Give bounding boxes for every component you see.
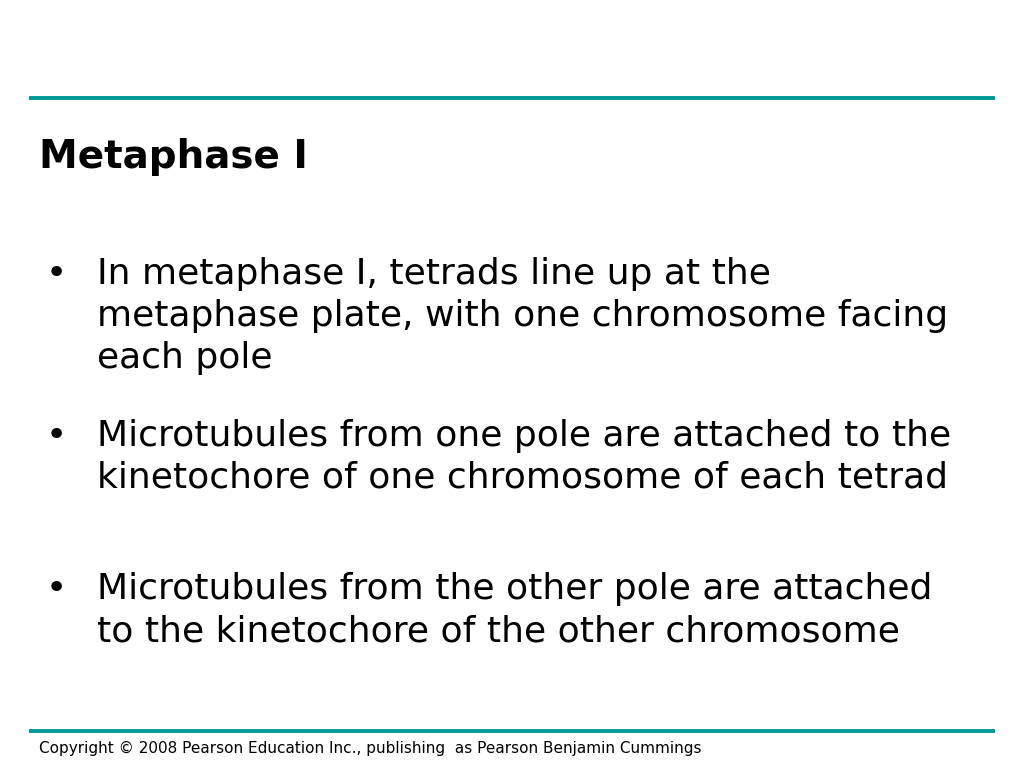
- Text: Microtubules from the other pole are attached
to the kinetochore of the other ch: Microtubules from the other pole are att…: [97, 572, 933, 648]
- Text: In metaphase I, tetrads line up at the
metaphase plate, with one chromosome faci: In metaphase I, tetrads line up at the m…: [97, 257, 948, 376]
- Text: Copyright © 2008 Pearson Education Inc., publishing  as Pearson Benjamin Cumming: Copyright © 2008 Pearson Education Inc.,…: [39, 741, 701, 756]
- Text: •: •: [46, 257, 67, 291]
- Text: Microtubules from one pole are attached to the
kinetochore of one chromosome of : Microtubules from one pole are attached …: [97, 419, 951, 495]
- Text: Metaphase I: Metaphase I: [39, 138, 308, 176]
- Text: •: •: [46, 419, 67, 452]
- Text: •: •: [46, 572, 67, 606]
